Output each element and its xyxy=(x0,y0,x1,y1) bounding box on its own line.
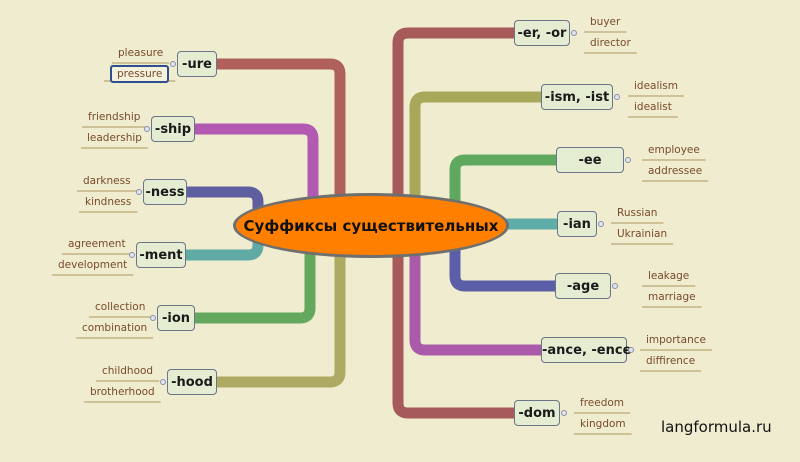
collapse-dot[interactable] xyxy=(136,189,142,195)
leaf-kindness[interactable]: kindness xyxy=(85,196,132,208)
node-ian[interactable]: -ian xyxy=(557,211,597,237)
node-age[interactable]: -age xyxy=(555,273,611,299)
leaf-pressure[interactable]: pressure xyxy=(110,65,170,83)
leaf-pleasure[interactable]: pleasure xyxy=(118,47,164,59)
leaf-leakage[interactable]: leakage xyxy=(648,270,690,282)
leaf-idealist[interactable]: idealist xyxy=(634,101,672,113)
collapse-dot[interactable] xyxy=(614,94,620,100)
leaf-freedom[interactable]: freedom xyxy=(580,397,625,409)
leaf-brotherhood[interactable]: brotherhood xyxy=(90,386,155,398)
connector-right-0 xyxy=(392,27,520,231)
leaf-darkness[interactable]: darkness xyxy=(83,175,131,187)
leaf-leadership[interactable]: leadership xyxy=(87,132,142,144)
collapse-dot[interactable] xyxy=(561,410,567,416)
collapse-dot[interactable] xyxy=(625,157,631,163)
node-ion[interactable]: -ion xyxy=(157,305,195,331)
leaf-employee[interactable]: employee xyxy=(648,144,700,156)
collapse-dot[interactable] xyxy=(150,315,156,321)
leaf-diffirence[interactable]: diffirence xyxy=(646,355,696,367)
node-ance-ence[interactable]: -ance, -ence xyxy=(541,337,631,363)
leaf-idealism[interactable]: idealism xyxy=(634,80,679,92)
connector-right-2 xyxy=(449,154,562,231)
node-er-or[interactable]: -er, -or xyxy=(514,20,570,46)
node-ism-ist[interactable]: -ism, -ist xyxy=(541,84,613,110)
central-topic-label: Суффиксы существительных xyxy=(243,216,499,235)
leaf-marriage[interactable]: marriage xyxy=(648,291,696,303)
connector-left-3 xyxy=(181,219,264,261)
collapse-dot[interactable] xyxy=(144,126,150,132)
leaf-combination[interactable]: combination xyxy=(82,322,148,334)
leaf-russian[interactable]: Russian xyxy=(617,207,658,219)
collapse-dot[interactable] xyxy=(612,283,618,289)
leaf-importance[interactable]: importance xyxy=(646,334,706,346)
node-ship[interactable]: -ship xyxy=(151,116,195,142)
collapse-dot[interactable] xyxy=(571,30,577,36)
leaf-friendship[interactable]: friendship xyxy=(88,111,141,123)
connector-right-6 xyxy=(392,219,520,419)
leaf-agreement[interactable]: agreement xyxy=(68,238,126,250)
leaf-kingdom[interactable]: kingdom xyxy=(580,418,626,430)
leaf-buyer[interactable]: buyer xyxy=(590,16,621,28)
leaf-childhood[interactable]: childhood xyxy=(102,365,154,377)
node-ness[interactable]: -ness xyxy=(143,179,187,205)
leaf-development[interactable]: development xyxy=(58,259,128,271)
node-ment[interactable]: -ment xyxy=(136,242,186,268)
collapse-dot[interactable] xyxy=(129,252,135,258)
node-ure[interactable]: -ure xyxy=(177,51,217,77)
connector-left-4 xyxy=(190,219,316,324)
connector-left-0 xyxy=(212,58,346,231)
collapse-dot[interactable] xyxy=(170,61,176,67)
leaf-ukrainian[interactable]: Ukrainian xyxy=(617,228,668,240)
central-topic[interactable]: Суффиксы существительных xyxy=(233,193,509,258)
node-ee[interactable]: -ee xyxy=(556,147,624,173)
leaf-director[interactable]: director xyxy=(590,37,631,49)
connector-left-5 xyxy=(212,219,346,388)
collapse-dot[interactable] xyxy=(628,347,634,353)
connector-left-2 xyxy=(182,186,264,231)
site-watermark: langformula.ru xyxy=(661,418,772,436)
connector-right-5 xyxy=(409,219,547,356)
collapse-dot[interactable] xyxy=(160,379,166,385)
connector-left-1 xyxy=(190,123,319,231)
connector-right-1 xyxy=(409,91,547,231)
node-hood[interactable]: -hood xyxy=(167,369,217,395)
connector-right-4 xyxy=(449,219,561,292)
leaf-addressee[interactable]: addressee xyxy=(648,165,703,177)
node-dom[interactable]: -dom xyxy=(514,400,560,426)
leaf-collection[interactable]: collection xyxy=(95,301,146,313)
collapse-dot[interactable] xyxy=(598,221,604,227)
